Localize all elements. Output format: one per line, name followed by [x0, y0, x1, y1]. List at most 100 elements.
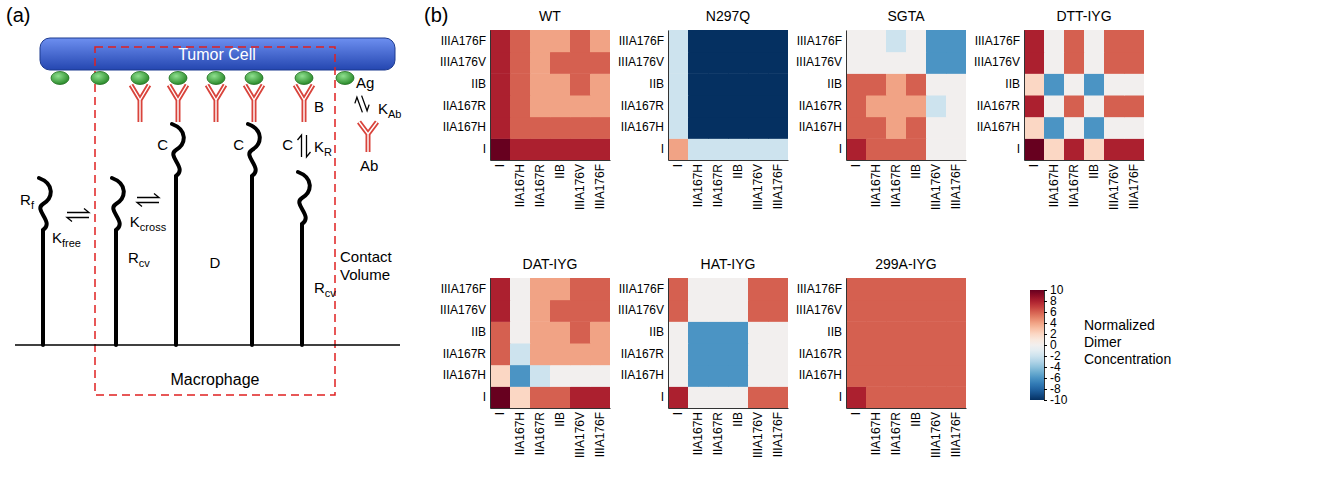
- tick: IIIA176V: [440, 303, 490, 317]
- heatmap-cell: [906, 30, 927, 52]
- diagram-label: Rcv: [314, 279, 336, 299]
- heatmap-cell: [668, 321, 689, 343]
- heatmap-cell: [728, 278, 749, 300]
- tick-label: IIIA176V: [440, 55, 486, 69]
- tick-label: IIIA176V: [974, 55, 1020, 69]
- tick: IIIA176V: [929, 408, 943, 458]
- heatmap-cell: [1124, 73, 1144, 95]
- tick-label: IIA167R: [799, 347, 843, 361]
- tick: IIIA176V: [751, 160, 765, 210]
- tick: IIIA176F: [771, 160, 785, 209]
- heatmap-cell: [728, 95, 749, 117]
- tick: IIA167H: [513, 408, 527, 455]
- heatmap-cell: [728, 365, 749, 387]
- x-axis: IIIA167HIIA167RIIBIIIA176VIIIA176F: [1025, 160, 1145, 210]
- heatmap-cell: [728, 52, 749, 74]
- heatmap-cell: [570, 73, 591, 95]
- heatmap-cell: [570, 52, 591, 74]
- heatmap-panel: IIIA167HIIA167RIIBIIIA176VIIIA176FIIIA16…: [974, 8, 1145, 210]
- tick: IIB: [827, 325, 846, 339]
- heatmap-cell: [570, 365, 591, 387]
- heatmap-cell: [510, 343, 531, 365]
- tick: IIA167R: [443, 99, 490, 113]
- tick-label: IIB: [909, 164, 923, 179]
- diagram-label: Ag: [356, 74, 374, 91]
- heatmap-cell: [510, 278, 531, 300]
- heatmap-cell: [768, 321, 788, 343]
- tick: IIIA176F: [441, 34, 490, 48]
- heatmap-cell: [926, 365, 947, 387]
- tick: I: [483, 142, 490, 156]
- heatmap-cell: [490, 365, 511, 387]
- heatmap-cell: [570, 343, 591, 365]
- tick-label: IIB: [731, 164, 745, 179]
- antigen: [336, 72, 354, 85]
- diagram-label: Tumor Cell: [178, 46, 256, 63]
- heatmap-cell: [1044, 73, 1065, 95]
- tick: IIIA176V: [573, 160, 587, 210]
- heatmap-cell: [728, 321, 749, 343]
- heatmap-cell: [668, 95, 689, 117]
- heatmap-cell: [886, 30, 907, 52]
- tick: I: [849, 160, 863, 167]
- tick-label: IIIA176V: [929, 164, 943, 210]
- tick: IIA167R: [711, 408, 725, 455]
- heatmap-cell: [550, 321, 571, 343]
- tick-mark: [1044, 356, 1047, 357]
- heatmap-cell: [846, 278, 867, 300]
- heatmap-cell: [906, 386, 927, 408]
- heatmap-cell: [906, 73, 927, 95]
- heatmap-cell: [866, 73, 887, 95]
- heatmap-cell: [590, 300, 610, 322]
- tick-label: IIB: [827, 77, 842, 91]
- heatmap-cell: [1104, 73, 1125, 95]
- panel-title: DTT-IYG: [1056, 8, 1111, 24]
- heatmap-cell: [490, 117, 511, 139]
- heatmap-cell: [510, 95, 531, 117]
- heatmap-cell: [866, 30, 887, 52]
- heatmap-cell: [886, 321, 907, 343]
- antibody: [359, 122, 377, 152]
- tick-mark: [1044, 367, 1047, 368]
- heatmap-cell: [768, 300, 788, 322]
- heatmap-cell: [490, 73, 511, 95]
- heatmap-cell: [530, 52, 551, 74]
- tick-label: IIA167H: [513, 412, 527, 455]
- tick: IIIA176F: [797, 34, 846, 48]
- equilibrium-arrow: [353, 94, 371, 113]
- tick-label: IIIA176F: [619, 34, 664, 48]
- heatmap-cell: [866, 321, 887, 343]
- y-axis: IIIA167HIIA167RIIBIIIA176VIIIA176F: [618, 31, 669, 161]
- tick-label: IIA167R: [977, 99, 1021, 113]
- contact-volume-box: [95, 47, 335, 395]
- tick-label: I: [671, 412, 685, 415]
- tick-label: IIIA176V: [796, 55, 842, 69]
- heatmap-cell: [688, 321, 709, 343]
- heatmap-cell: [1084, 52, 1105, 74]
- tick-label: IIIA176F: [797, 34, 842, 48]
- tick-label: IIA167H: [443, 120, 486, 134]
- tick-label: IIIA176F: [441, 282, 486, 296]
- heatmap-cell: [906, 321, 927, 343]
- tick-mark: [1044, 389, 1047, 390]
- heatmap-cell: [590, 138, 610, 160]
- tick: IIA167H: [869, 160, 883, 207]
- tick-label: IIB: [649, 325, 664, 339]
- tick-label: IIIA176V: [929, 412, 943, 458]
- tick-label: IIIA176V: [751, 164, 765, 210]
- tick-label: IIA167R: [711, 412, 725, 456]
- label-line: Dimer: [1084, 334, 1122, 350]
- tick: IIA167R: [889, 160, 903, 207]
- antibody-core: [295, 85, 313, 122]
- heatmap-cell: [510, 117, 531, 139]
- tick: IIA167H: [443, 368, 490, 382]
- cells: [490, 30, 610, 160]
- heatmap-cell: [866, 386, 887, 408]
- heatmap-cell: [1064, 73, 1085, 95]
- tick: IIA167H: [621, 368, 668, 382]
- label-subscript: cross: [140, 221, 167, 233]
- label-base: K: [314, 138, 324, 155]
- tick-label: IIA167R: [1067, 164, 1081, 208]
- heatmap-cell: [1044, 117, 1065, 139]
- heatmap-cell: [590, 386, 610, 408]
